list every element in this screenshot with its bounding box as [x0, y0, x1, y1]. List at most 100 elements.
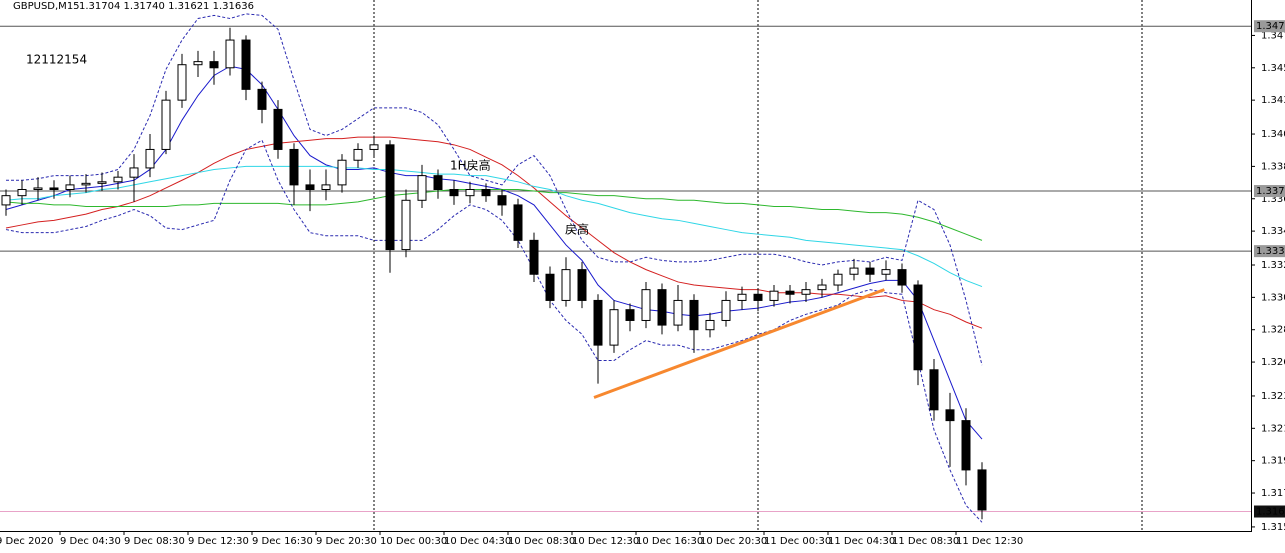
x-tick-label: 10 Dec 16:30: [636, 536, 703, 547]
candle-body: [321, 184, 331, 191]
candle-body: [273, 108, 283, 150]
candle-body: [209, 61, 219, 69]
x-tick-label: 11 Dec 00:30: [764, 536, 831, 547]
candle-body: [369, 144, 379, 150]
candle-body: [657, 289, 667, 326]
y-tick-label: 1.3430: [1261, 95, 1285, 106]
trendline: [593, 288, 885, 399]
y-tick-label: 1.3387: [1261, 161, 1285, 172]
candle-body: [961, 420, 971, 471]
candle-body: [289, 148, 299, 186]
candle-body: [769, 290, 779, 301]
level-label-box: [1254, 245, 1285, 258]
y-tick-label: 1.3323: [1261, 260, 1285, 271]
candle-body: [721, 299, 731, 321]
candle-body: [609, 309, 619, 346]
x-tick-label: 10 Dec 12:30: [572, 536, 639, 547]
candle-body: [561, 269, 571, 301]
candle-body: [497, 195, 507, 206]
indicator-line: [5, 136, 983, 329]
y-tick-label: 1.3260: [1261, 357, 1285, 368]
candle-body: [177, 64, 187, 101]
candle-body: [433, 175, 443, 191]
candle-body: [33, 187, 43, 191]
candle-body: [625, 309, 635, 321]
candle-body: [753, 293, 763, 301]
x-tick-label: 9 Dec 20:30: [316, 536, 377, 547]
level-label: 1.3332: [1256, 246, 1285, 257]
candle-body: [577, 269, 587, 301]
x-tick-label: 9 Dec 2020: [0, 536, 54, 547]
level-label: 1.3478: [1256, 21, 1285, 32]
indicator-line: [5, 139, 983, 523]
current-price-box: [1254, 505, 1285, 518]
candle-body: [641, 289, 651, 321]
y-tick-label: 1.3217: [1261, 423, 1285, 434]
y-tick-label: 1.3175: [1261, 488, 1285, 499]
annotation: 12112154: [26, 53, 87, 67]
candle-body: [241, 39, 251, 90]
candle-body: [145, 148, 155, 169]
candle-body: [817, 284, 827, 291]
indicator-line: [5, 165, 983, 288]
indicator-line: [5, 189, 983, 241]
candle-body: [353, 148, 363, 161]
candle-body: [129, 167, 139, 178]
candle-body: [705, 319, 715, 331]
candle-body: [257, 88, 267, 110]
candle-body: [225, 39, 235, 69]
y-tick-label: 1.3196: [1261, 456, 1285, 467]
y-tick-label: 1.3366: [1261, 194, 1285, 205]
x-tick-label: 10 Dec 04:30: [444, 536, 511, 547]
y-tick-label: 1.3472: [1261, 30, 1285, 41]
candle-body: [897, 269, 907, 286]
annotation: 1H戻高: [450, 158, 491, 173]
candle-body: [17, 189, 27, 197]
annotation: 戻高: [565, 222, 589, 237]
candle-body: [785, 290, 795, 295]
candle-body: [929, 369, 939, 411]
candle-body: [865, 267, 875, 275]
candle-body: [977, 469, 987, 511]
candle-body: [849, 267, 859, 275]
y-tick-label: 1.3408: [1261, 129, 1285, 140]
level-label-box: [1254, 185, 1285, 198]
ohlc-info: 1.31704 1.31740 1.31621 1.31636: [79, 1, 254, 12]
candle-body: [401, 199, 411, 251]
x-tick-label: 9 Dec 12:30: [188, 536, 249, 547]
candle-body: [113, 176, 123, 183]
candle-body: [545, 273, 555, 301]
candle-body: [449, 189, 459, 197]
x-tick-label: 9 Dec 04:30: [60, 536, 121, 547]
y-tick-label: 1.3281: [1261, 325, 1285, 336]
candle-body: [913, 284, 923, 371]
x-tick-label: 9 Dec 16:30: [252, 536, 313, 547]
y-tick-label: 1.3153: [1261, 522, 1285, 533]
current-price-label: 1.3163: [1256, 507, 1285, 518]
candle-body: [49, 187, 59, 191]
y-tick-label: 1.3302: [1261, 292, 1285, 303]
candle-body: [881, 269, 891, 275]
x-tick-label: 10 Dec 00:30: [380, 536, 447, 547]
y-tick-label: 1.3451: [1261, 63, 1285, 74]
candle-body: [529, 239, 539, 275]
candle-body: [945, 409, 955, 422]
candle-body: [513, 204, 523, 241]
candle-body: [337, 159, 347, 186]
candle-body: [593, 299, 603, 346]
candle-body: [673, 299, 683, 326]
level-label-box: [1254, 20, 1285, 33]
candle-body: [305, 184, 315, 191]
y-tick-label: 1.3345: [1261, 226, 1285, 237]
candle-body: [65, 184, 75, 191]
candle-body: [97, 181, 107, 184]
candle-body: [1, 195, 11, 206]
candle-body: [161, 99, 171, 150]
x-tick-label: 11 Dec 12:30: [956, 536, 1023, 547]
candle-body: [385, 144, 395, 251]
candle-body: [193, 61, 203, 66]
x-tick-label: 11 Dec 04:30: [828, 536, 895, 547]
x-tick-label: 11 Dec 08:30: [892, 536, 959, 547]
